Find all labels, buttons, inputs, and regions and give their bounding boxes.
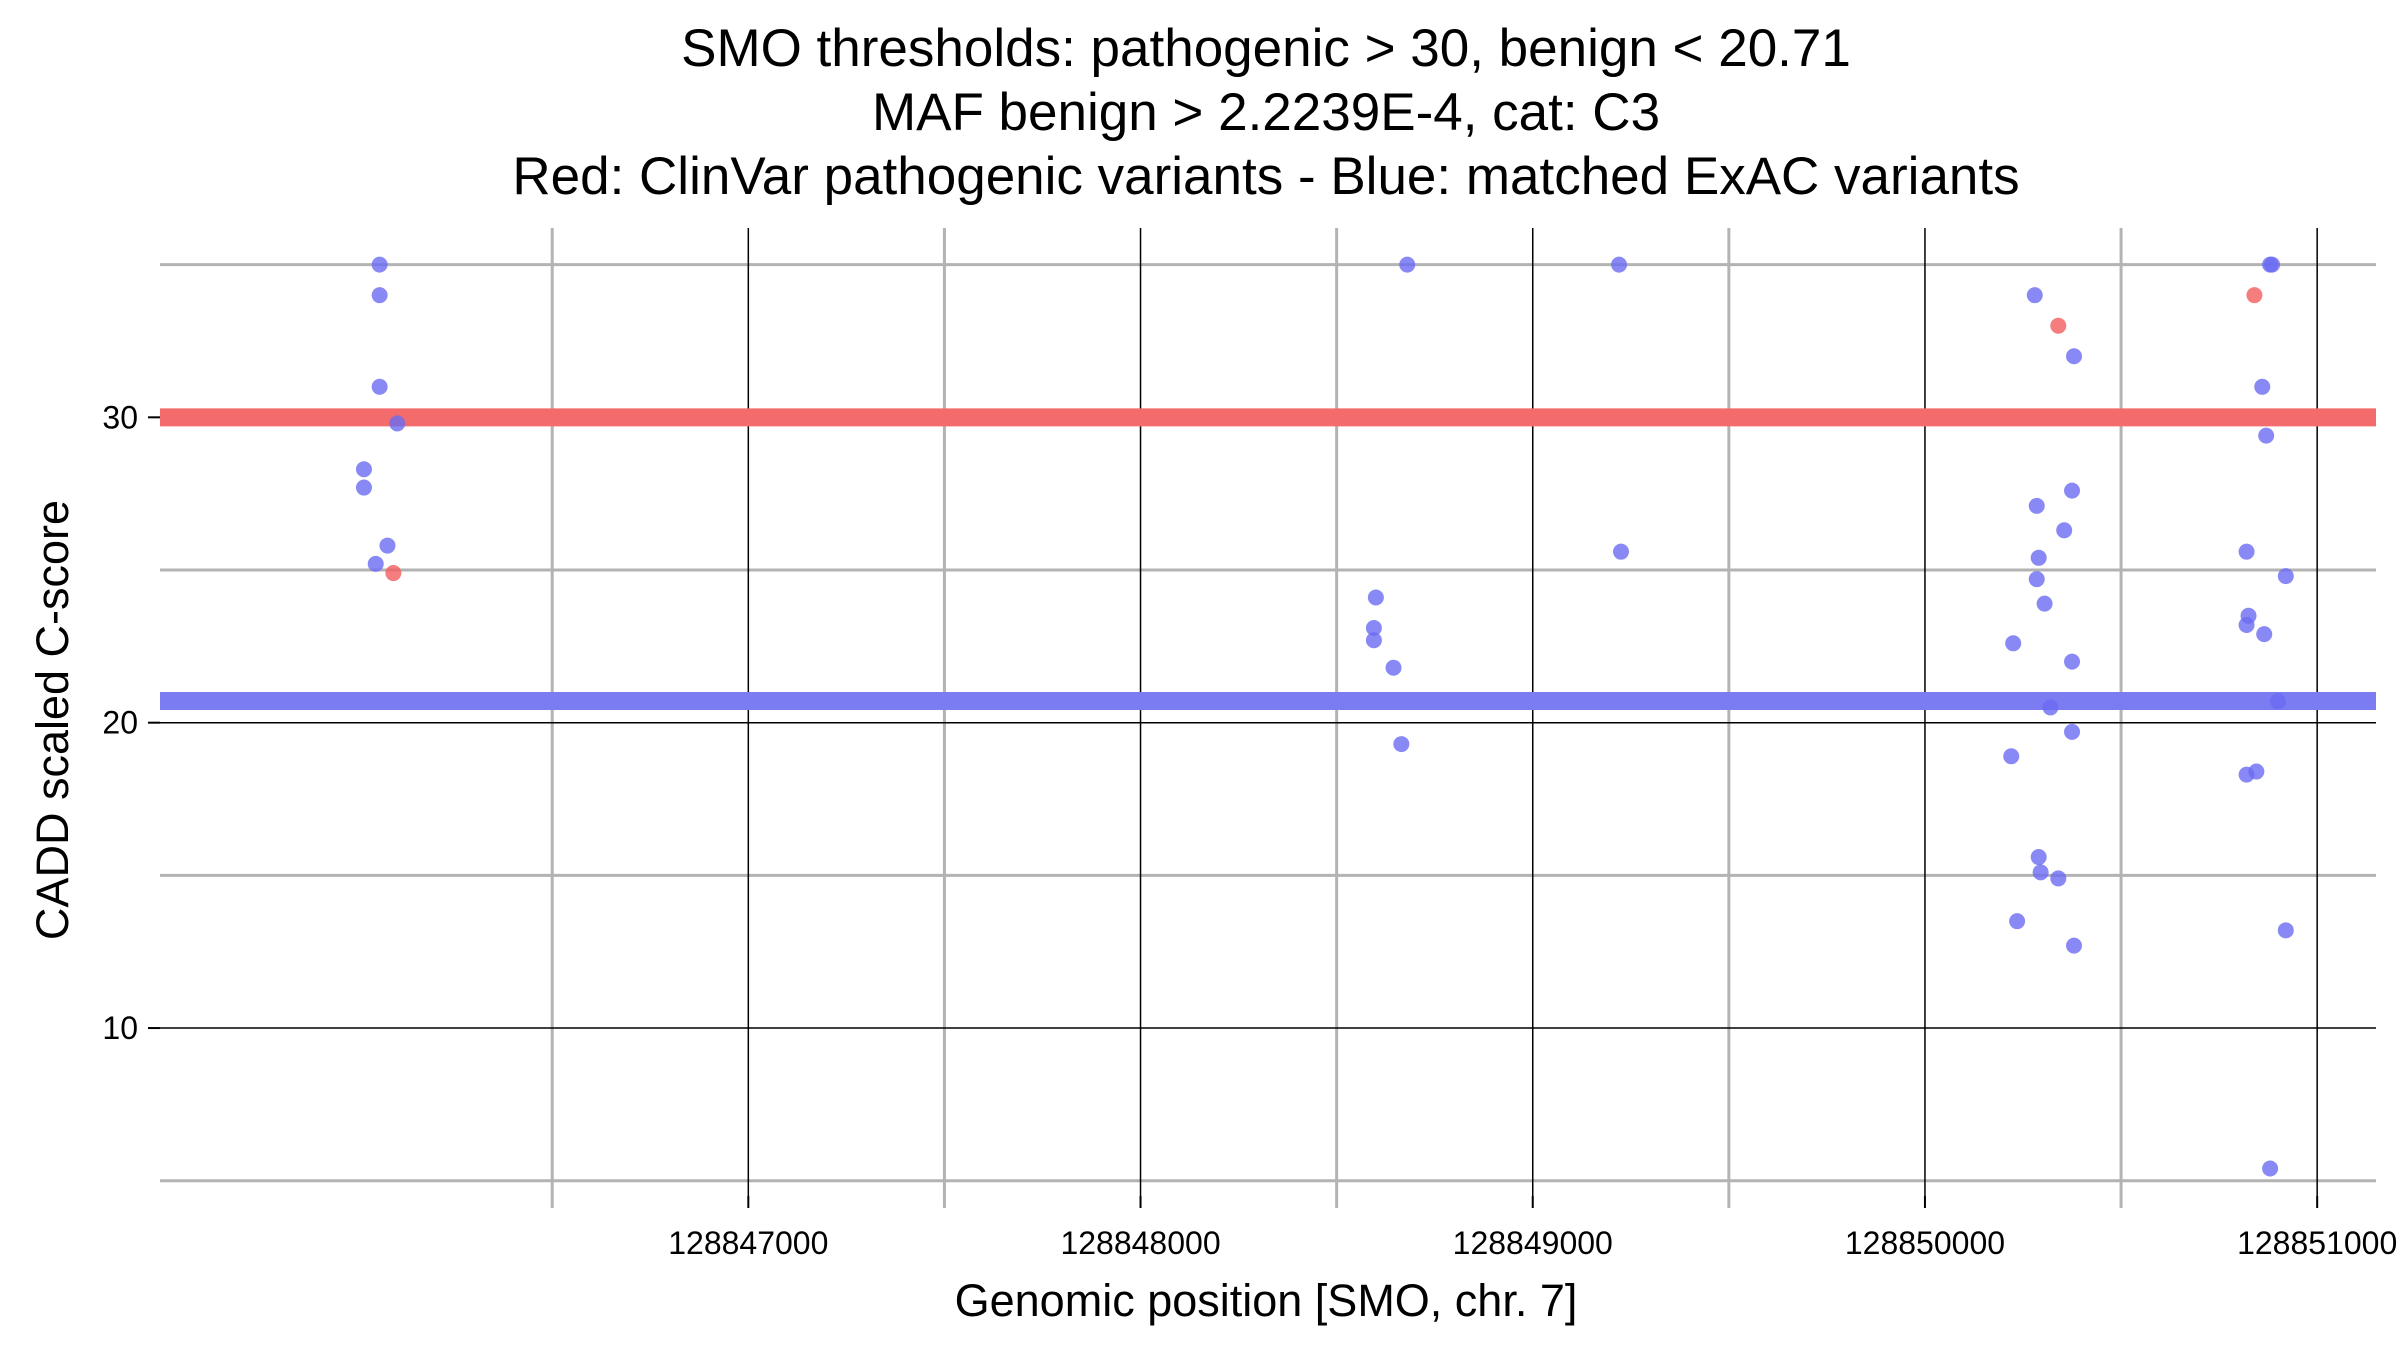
title-line-3: Red: ClinVar pathogenic variants - Blue:… [512,147,2019,206]
data-point [1393,736,1410,753]
data-point [2064,653,2081,670]
data-point [2269,693,2286,710]
data-point [2030,549,2047,566]
y-axis-label: CADD scaled C-score [27,500,78,940]
data-point [2003,748,2020,765]
x-tick-label: 128849000 [1453,1225,1613,1261]
data-point [2005,635,2022,652]
data-point [2056,522,2073,539]
data-point [1365,632,1382,649]
data-point [1385,659,1402,676]
x-tick-label: 128850000 [1845,1225,2005,1261]
data-point [2238,543,2255,560]
data-point [2036,595,2053,612]
chart-title: SMO thresholds: pathogenic > 30, benign … [512,19,2019,206]
data-point [1399,256,1416,273]
data-point [2065,937,2082,954]
data-point [2028,497,2045,514]
x-tick-label: 128851000 [2237,1225,2397,1261]
data-point [2254,378,2271,395]
data-point [2248,763,2265,780]
x-axis-label: Genomic position [SMO, chr. 7] [955,1275,1578,1326]
data-point [2246,287,2263,304]
data-point [371,256,388,273]
data-point [1367,589,1384,606]
data-point [2030,849,2047,866]
title-line-2: MAF benign > 2.2239E-4, cat: C3 [872,83,1660,142]
data-point [2009,913,2026,930]
data-point [2277,922,2294,939]
data-point [1612,543,1629,560]
y-tick-label: 10 [102,1010,138,1046]
data-point [2256,626,2273,643]
data-point [2032,864,2049,881]
data-point [2050,317,2067,334]
data-point [355,461,372,478]
data-point [385,565,402,582]
data-point [1365,620,1382,637]
data-point [2277,568,2294,585]
axis-ticks: 128847000 128848000 128849000 128850000 1288… [102,399,2397,1261]
data-point [2050,870,2067,887]
data-point [389,415,406,432]
data-point [355,479,372,496]
data-point [2026,287,2043,304]
data-point [2065,348,2082,365]
data-point [379,537,396,554]
threshold-lines [160,408,2376,711]
data-point [2042,699,2059,716]
data-point [2258,427,2275,444]
data-point [2264,256,2281,273]
x-tick-label: 128848000 [1060,1225,1220,1261]
data-point [2028,571,2045,588]
data-point [2064,723,2081,740]
grid-lines [160,228,2376,1196]
data-point [371,287,388,304]
data-point [2238,616,2255,633]
data-point [1611,256,1628,273]
title-line-1: SMO thresholds: pathogenic > 30, benign … [681,19,1851,78]
data-point [367,555,384,572]
y-tick-label: 20 [102,705,138,741]
x-tick-label: 128847000 [668,1225,828,1261]
data-points [355,256,2294,1177]
y-tick-label: 30 [102,399,138,435]
data-point [371,378,388,395]
data-point [2064,482,2081,499]
data-point [2262,1160,2279,1177]
